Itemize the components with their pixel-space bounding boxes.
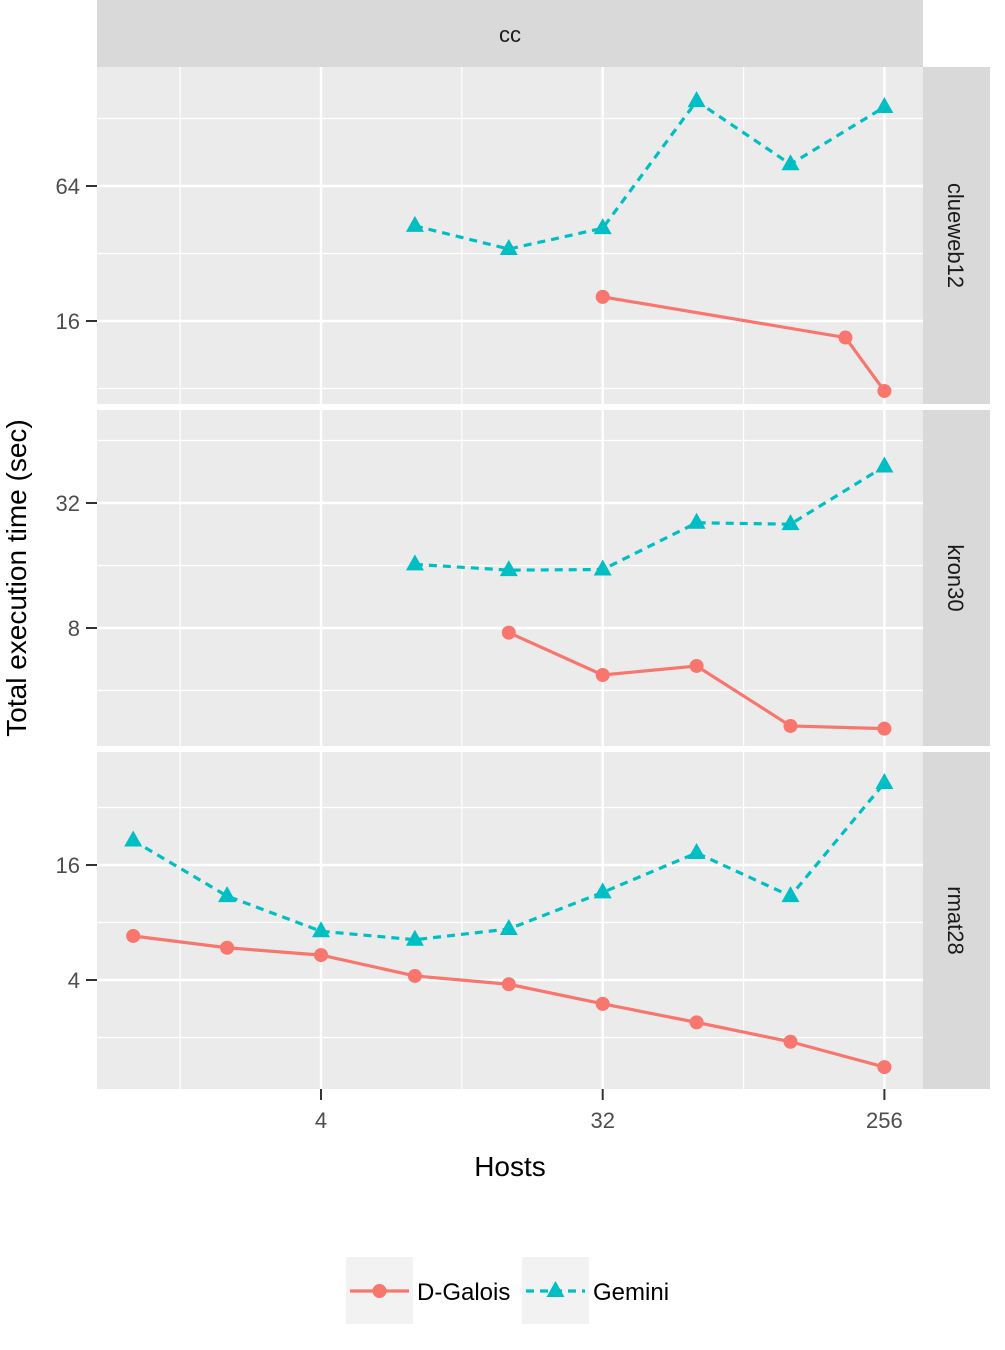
data-point-d-galois-kron30 <box>877 721 892 736</box>
data-point-gemini-kron30 <box>781 514 800 531</box>
data-point-gemini-rmat28 <box>875 772 894 789</box>
data-point-d-galois-kron30 <box>501 625 516 640</box>
panel-background-clueweb12 <box>97 67 923 404</box>
data-point-d-galois-rmat28 <box>877 1060 892 1075</box>
data-point-gemini-rmat28 <box>781 886 800 903</box>
x-axis-title: Hosts <box>474 1151 546 1182</box>
data-point-gemini-kron30 <box>875 456 894 473</box>
x-tick-label: 256 <box>866 1108 903 1133</box>
y-tick-label-kron30: 8 <box>68 616 80 641</box>
data-point-gemini-rmat28 <box>405 929 424 946</box>
row-strip-rmat28 <box>923 752 990 1089</box>
x-axis: 4 32 256 <box>315 1089 903 1133</box>
data-point-gemini-clueweb12 <box>499 239 518 256</box>
panel-rmat28: 4 16 rmat28 <box>56 752 990 1089</box>
x-tick-label: 32 <box>590 1108 614 1133</box>
y-tick-label-clueweb12: 64 <box>56 174 80 199</box>
data-point-gemini-clueweb12 <box>781 154 800 171</box>
data-point-d-galois-clueweb12 <box>838 330 853 345</box>
row-strip-label-rmat28: rmat28 <box>943 886 968 954</box>
data-point-d-galois-rmat28 <box>314 948 328 963</box>
data-point-gemini-clueweb12 <box>875 97 894 114</box>
row-strip-label-clueweb12: clueweb12 <box>943 183 968 288</box>
column-strip-label: cc <box>499 22 521 47</box>
data-point-d-galois-rmat28 <box>407 968 422 983</box>
y-tick-label-rmat28: 4 <box>68 968 80 993</box>
row-strip-label-kron30: kron30 <box>943 544 968 611</box>
data-point-gemini-clueweb12 <box>687 91 706 108</box>
data-point-d-galois-rmat28 <box>595 996 610 1011</box>
data-point-gemini-kron30 <box>405 554 424 571</box>
data-point-d-galois-rmat28 <box>783 1034 798 1049</box>
legend-label-gemini: Gemini <box>593 1279 669 1306</box>
legend-marker-gemini <box>546 1281 565 1297</box>
y-axis-title: Total execution time (sec) <box>1 419 32 736</box>
data-point-gemini-rmat28 <box>218 886 237 903</box>
data-point-gemini-kron30 <box>687 512 706 529</box>
y-tick-label-rmat28: 16 <box>56 853 80 878</box>
panels: 16 64 clueweb12 8 32 kron30 4 16 rmat28 <box>56 67 990 1089</box>
data-point-gemini-clueweb12 <box>593 218 612 235</box>
data-point-gemini-rmat28 <box>312 921 330 938</box>
data-point-gemini-clueweb12 <box>405 215 424 232</box>
data-point-d-galois-rmat28 <box>501 977 516 992</box>
data-point-d-galois-kron30 <box>783 718 798 733</box>
data-point-gemini-kron30 <box>593 559 612 576</box>
y-tick-label-kron30: 32 <box>56 491 80 516</box>
panel-clueweb12: 16 64 clueweb12 <box>56 67 990 404</box>
data-point-gemini-rmat28 <box>124 830 143 847</box>
data-point-gemini-kron30 <box>499 560 518 577</box>
series-line-gemini-clueweb12 <box>414 98 886 251</box>
data-point-d-galois-kron30 <box>595 668 610 683</box>
panel-background-kron30 <box>97 410 923 746</box>
series-line-gemini-kron30 <box>414 465 886 572</box>
data-point-gemini-rmat28 <box>687 842 706 859</box>
data-point-d-galois-clueweb12 <box>877 383 892 398</box>
legend-marker-d-galois <box>372 1284 387 1298</box>
data-point-d-galois-rmat28 <box>689 1015 704 1030</box>
panel-background-rmat28 <box>97 752 923 1089</box>
column-strip <box>97 0 923 67</box>
data-point-d-galois-clueweb12 <box>595 289 610 304</box>
row-strip-kron30 <box>923 410 990 746</box>
legend-label-d-galois: D-Galois <box>417 1279 510 1306</box>
panel-kron30: 8 32 kron30 <box>56 410 990 746</box>
legend: D-Galois Gemini <box>346 1257 669 1324</box>
data-point-gemini-rmat28 <box>499 918 518 935</box>
data-point-d-galois-rmat28 <box>220 940 235 955</box>
x-tick-label: 4 <box>315 1108 327 1133</box>
data-point-d-galois-kron30 <box>689 658 704 673</box>
row-strip-clueweb12 <box>923 67 990 404</box>
y-tick-label-clueweb12: 16 <box>56 309 80 334</box>
data-point-gemini-rmat28 <box>593 882 612 899</box>
data-point-d-galois-rmat28 <box>126 928 141 943</box>
